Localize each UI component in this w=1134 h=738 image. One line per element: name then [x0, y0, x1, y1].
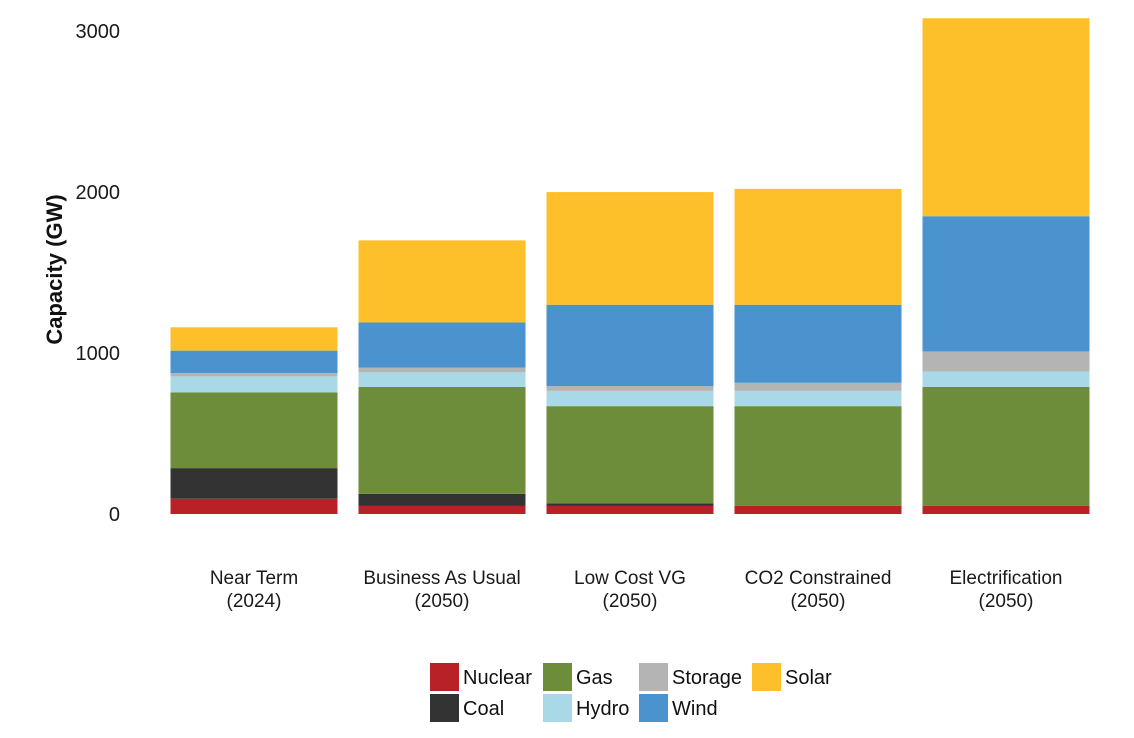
bar-segment-coal	[170, 468, 338, 499]
legend-swatch	[639, 663, 668, 691]
x-tick-label: Business As Usual	[363, 568, 520, 589]
y-axis: 0 1000 2000 3000	[76, 21, 121, 526]
x-tick-label: (2024)	[227, 591, 282, 612]
bar-segment-wind	[922, 216, 1090, 352]
x-tick-label: CO2 Constrained	[745, 568, 892, 589]
y-tick-label: 0	[109, 504, 120, 526]
legend-item-gas: Gas	[543, 663, 613, 691]
bar-segment-wind	[358, 322, 526, 368]
bar-segment-storage	[546, 386, 714, 391]
bar-segment-gas	[922, 386, 1090, 506]
x-tick-label: (2050)	[415, 591, 470, 612]
bar-segment-storage	[358, 367, 526, 373]
legend-swatch	[430, 694, 459, 722]
bar-segment-gas	[546, 406, 714, 504]
legend-label: Storage	[672, 667, 742, 689]
legend-swatch	[543, 663, 572, 691]
bar-segment-nuclear	[170, 498, 338, 514]
bar-stack	[170, 327, 338, 514]
legend-label: Hydro	[576, 698, 629, 720]
bars-group	[170, 18, 1090, 514]
y-tick-label: 1000	[76, 343, 121, 365]
bar-segment-gas	[734, 406, 902, 506]
bar-segment-hydro	[922, 371, 1090, 387]
bar-segment-hydro	[734, 390, 902, 407]
bar-segment-coal	[546, 503, 714, 506]
legend-item-storage: Storage	[639, 663, 742, 691]
x-tick-label: (2050)	[603, 591, 658, 612]
legend: Nuclear Gas Storage Solar Coal Hydro Wind	[430, 663, 832, 722]
legend-label: Wind	[672, 698, 718, 720]
bar-segment-solar	[734, 188, 902, 305]
legend-item-wind: Wind	[639, 694, 718, 722]
bar-segment-gas	[170, 392, 338, 469]
y-axis-title: Capacity (GW)	[42, 194, 67, 344]
bar-segment-hydro	[170, 376, 338, 393]
bar-segment-solar	[358, 240, 526, 323]
bar-segment-gas	[358, 386, 526, 494]
bar-stack	[358, 240, 526, 514]
bar-segment-nuclear	[358, 505, 526, 514]
x-axis: Near Term(2024)Business As Usual(2050)Lo…	[210, 568, 1063, 612]
bar-segment-wind	[546, 304, 714, 387]
y-tick-label: 3000	[76, 21, 121, 43]
y-tick-label: 2000	[76, 182, 121, 204]
bar-segment-storage	[734, 382, 902, 391]
bar-segment-storage	[170, 373, 338, 377]
legend-swatch	[752, 663, 781, 691]
x-tick-label: Near Term	[210, 568, 298, 589]
legend-swatch	[430, 663, 459, 691]
legend-label: Gas	[576, 667, 613, 689]
x-tick-label: Electrification	[950, 568, 1063, 589]
legend-item-coal: Coal	[430, 694, 504, 722]
bar-stack	[546, 192, 714, 514]
bar-segment-coal	[358, 493, 526, 506]
legend-label: Solar	[785, 667, 832, 689]
bar-segment-hydro	[546, 390, 714, 407]
legend-label: Nuclear	[463, 667, 532, 689]
bar-segment-solar	[546, 192, 714, 305]
legend-item-solar: Solar	[752, 663, 832, 691]
bar-segment-storage	[922, 351, 1090, 372]
legend-label: Coal	[463, 698, 504, 720]
bar-segment-wind	[170, 350, 338, 374]
x-tick-label: (2050)	[979, 591, 1034, 612]
bar-segment-nuclear	[922, 505, 1090, 514]
bar-segment-solar	[170, 327, 338, 351]
x-tick-label: (2050)	[791, 591, 846, 612]
x-tick-label: Low Cost VG	[574, 568, 686, 589]
bar-stack	[922, 18, 1090, 514]
bar-stack	[734, 188, 902, 514]
bar-segment-hydro	[358, 372, 526, 387]
legend-swatch	[543, 694, 572, 722]
legend-swatch	[639, 694, 668, 722]
bar-segment-solar	[922, 18, 1090, 217]
legend-item-nuclear: Nuclear	[430, 663, 532, 691]
bar-segment-wind	[734, 304, 902, 383]
bar-segment-nuclear	[734, 505, 902, 514]
bar-segment-nuclear	[546, 505, 714, 514]
legend-item-hydro: Hydro	[543, 694, 629, 722]
